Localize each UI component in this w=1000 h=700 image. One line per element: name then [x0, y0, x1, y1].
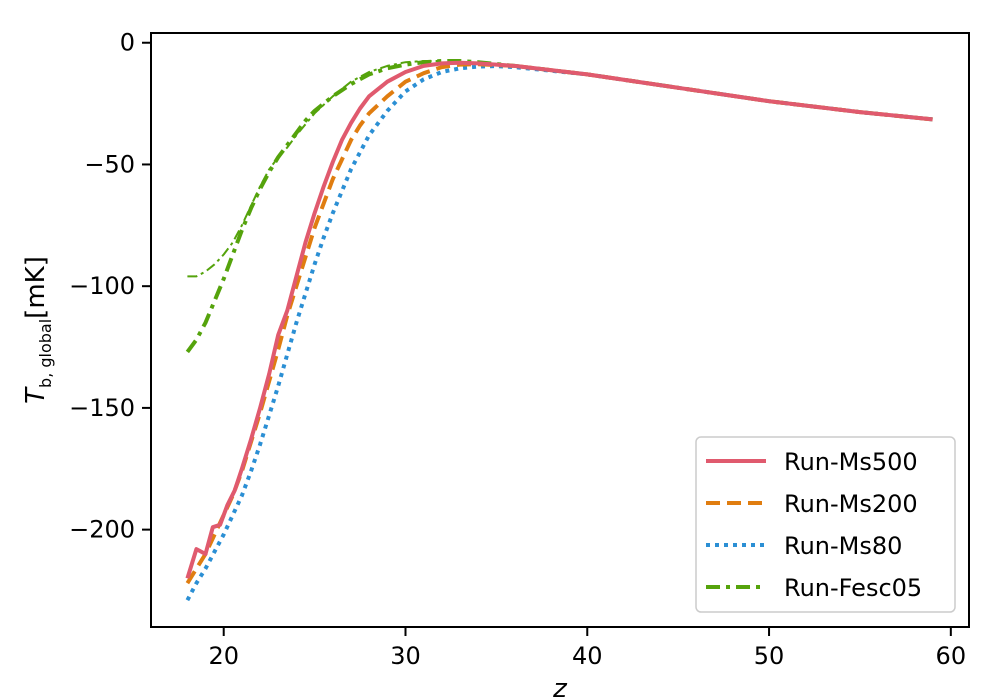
- y-axis-label-unit: [mK]: [21, 256, 51, 319]
- x-axis-label: z: [552, 674, 568, 700]
- legend-box: [695, 436, 956, 613]
- x-tick-label: 20: [208, 642, 239, 670]
- legend: Run-Ms500 Run-Ms200 Run-Ms80 Run-Fesc05: [695, 436, 956, 613]
- x-tick-label: 40: [572, 642, 603, 670]
- series-line-run-ms80: [185, 64, 933, 602]
- y-tick-label: −150: [69, 394, 135, 422]
- y-axis-label: Tb, global[mK]: [21, 256, 55, 404]
- series-line-fesc05-thin: [187, 60, 442, 278]
- series-line-run-ms500: [185, 60, 933, 579]
- ticks-layer: 20 30 40 50 60 0 −50 −100 −150 −200: [69, 29, 966, 670]
- legend-label: Run-Ms80: [784, 532, 902, 560]
- series-layer: [185, 59, 933, 602]
- y-tick-label: 0: [120, 29, 135, 57]
- y-tick-label: −100: [69, 272, 135, 300]
- x-tick-label: 50: [754, 642, 785, 670]
- x-tick-label: 60: [936, 642, 967, 670]
- legend-label: Run-Ms500: [784, 448, 918, 476]
- legend-label: Run-Ms200: [784, 490, 918, 518]
- y-tick-label: −50: [84, 150, 135, 178]
- y-axis-label-sub: b, global: [36, 319, 55, 388]
- y-axis-label-main: T: [21, 386, 51, 404]
- legend-label: Run-Fesc05: [784, 574, 922, 602]
- y-tick-label: −200: [69, 516, 135, 544]
- x-tick-label: 30: [390, 642, 421, 670]
